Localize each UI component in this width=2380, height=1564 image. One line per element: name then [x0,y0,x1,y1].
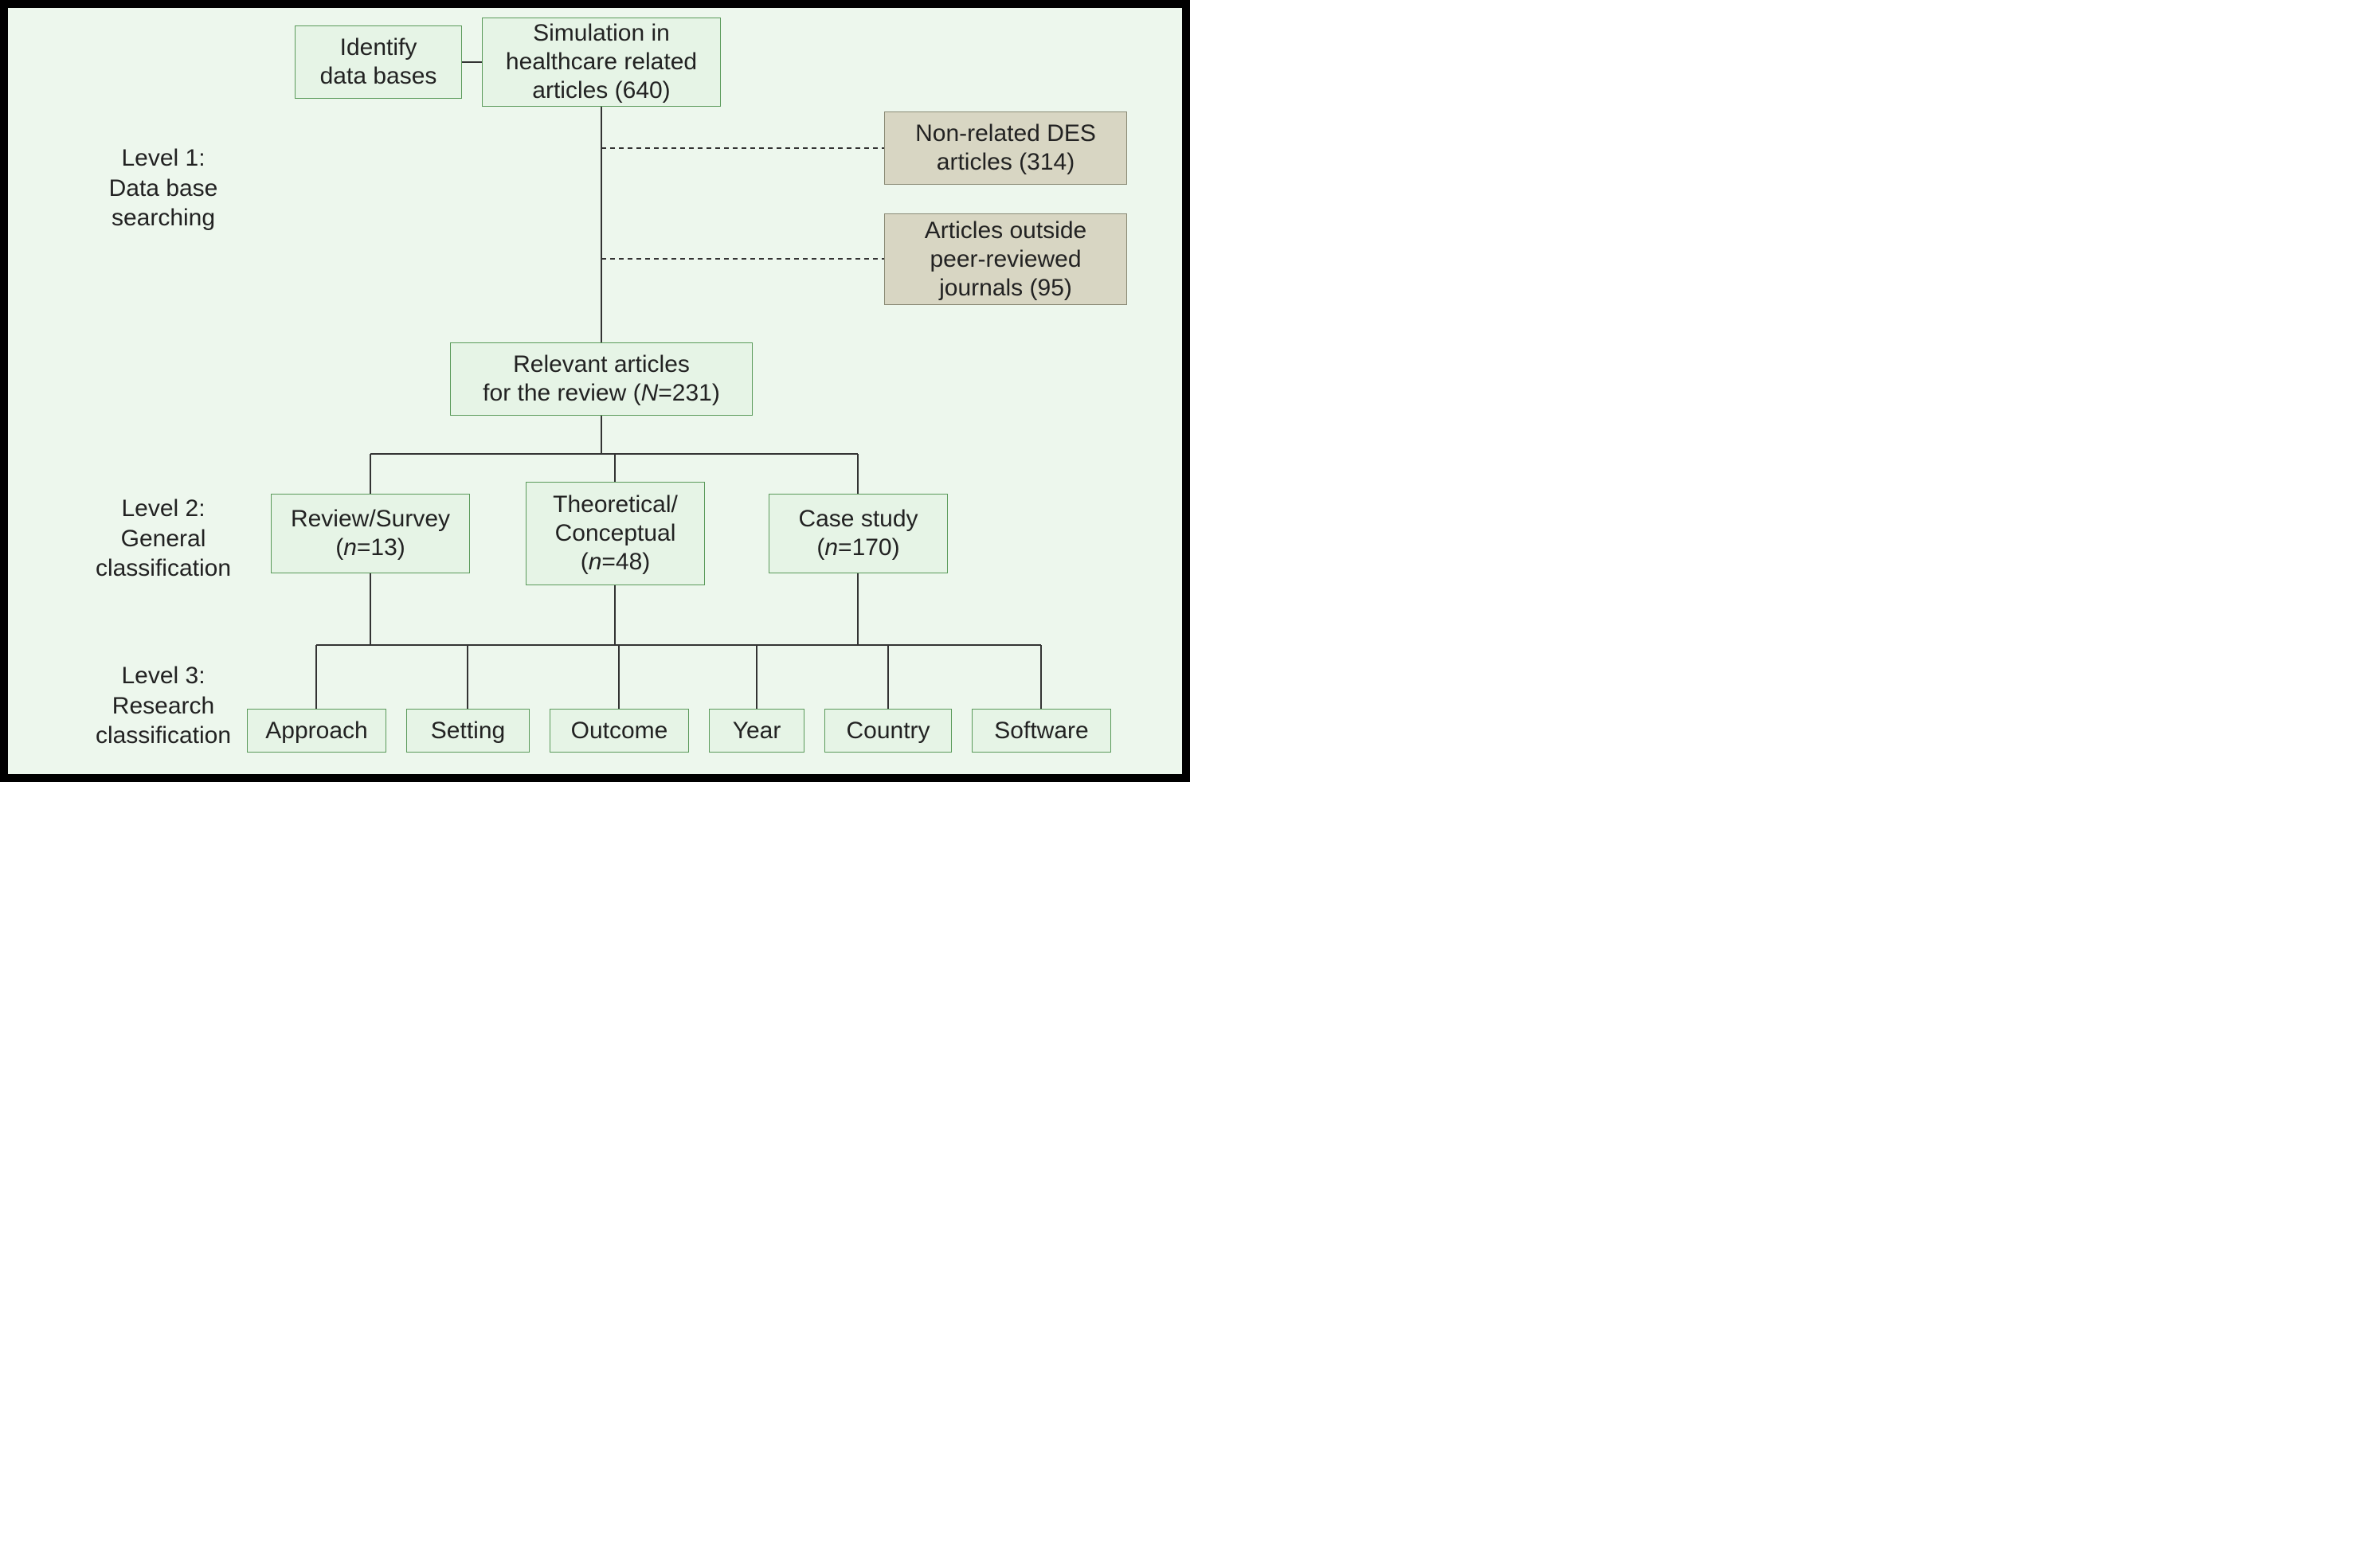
nonrelated-line2: articles (314) [937,149,1075,175]
level2-line3: classification [96,555,231,581]
level1-line2: Data base [109,175,218,201]
theoretical-line2: Conceptual [555,520,676,546]
review-line2-n: n [343,534,357,561]
level3-line2: Research [112,693,214,719]
theoretical-line3-post: =48) [601,549,650,575]
node-nonrelated: Non-related DES articles (314) [884,111,1127,185]
node-casestudy: Case study (n=170) [769,494,948,573]
node-relevant: Relevant articles for the review (N=231) [450,342,753,416]
casestudy-line2-post: =170) [838,534,900,561]
software-text: Software [994,717,1088,745]
level1-label: Level 1: Data base searching [84,143,243,233]
identify-line2: data bases [320,63,437,89]
theoretical-line1: Theoretical/ [553,491,678,518]
country-text: Country [846,717,930,745]
casestudy-line2-pre: ( [816,534,824,561]
level1-line1: Level 1: [121,145,205,171]
identify-line1: Identify [340,34,417,61]
review-line2-pre: ( [335,534,343,561]
node-simulation: Simulation in healthcare related article… [482,18,721,107]
relevant-line2-post: =231) [658,380,720,406]
relevant-line2-pre: for the review ( [483,380,640,406]
node-setting: Setting [406,709,530,753]
simulation-line3: articles (640) [532,77,670,104]
review-line1: Review/Survey [291,506,450,532]
approach-text: Approach [265,717,367,745]
outside-line3: journals (95) [939,275,1072,301]
node-approach: Approach [247,709,386,753]
node-software: Software [972,709,1111,753]
relevant-line2-n: N [641,380,659,406]
node-identify: Identify data bases [295,25,462,99]
simulation-line2: healthcare related [506,49,697,75]
flowchart-frame: Level 1: Data base searching Level 2: Ge… [0,0,1190,782]
node-review: Review/Survey (n=13) [271,494,470,573]
casestudy-line2-n: n [824,534,838,561]
review-line2-post: =13) [357,534,405,561]
relevant-line1: Relevant articles [513,351,690,377]
level3-label: Level 3: Research classification [76,661,251,751]
node-outcome: Outcome [550,709,689,753]
level2-line1: Level 2: [121,495,205,522]
node-theoretical: Theoretical/ Conceptual (n=48) [526,482,705,585]
setting-text: Setting [431,717,505,745]
node-year: Year [709,709,804,753]
node-outside: Articles outside peer-reviewed journals … [884,213,1127,305]
simulation-line1: Simulation in [533,20,670,46]
level3-line3: classification [96,722,231,749]
theoretical-line3-n: n [589,549,602,575]
casestudy-line1: Case study [798,506,918,532]
level1-line3: searching [112,205,215,231]
year-text: Year [733,717,781,745]
nonrelated-line1: Non-related DES [915,120,1096,147]
level2-line2: General [121,526,206,552]
level3-line1: Level 3: [121,663,205,689]
outcome-text: Outcome [571,717,668,745]
node-country: Country [824,709,952,753]
theoretical-line3-pre: ( [581,549,589,575]
outside-line1: Articles outside [925,217,1086,244]
outside-line2: peer-reviewed [930,246,1081,272]
level2-label: Level 2: General classification [76,494,251,584]
